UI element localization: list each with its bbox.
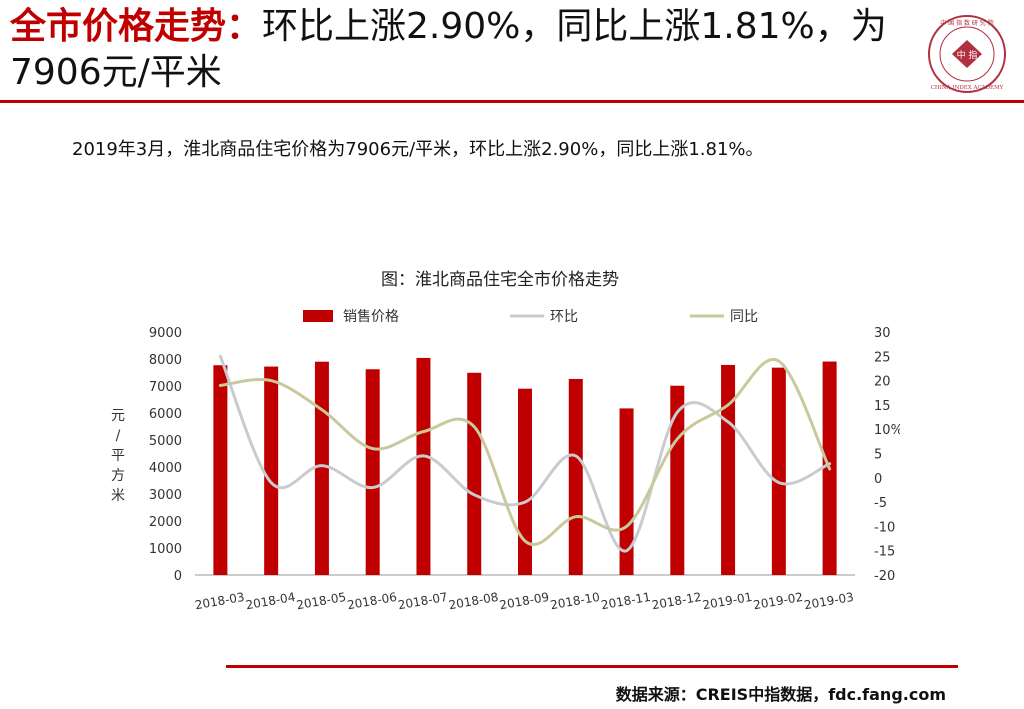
bar-2018-11 — [619, 408, 634, 575]
y-right-tick-label: -15 — [874, 545, 895, 560]
x-tick-label: 2018-10 — [549, 590, 601, 612]
china-index-academy-logo: 中 指 中 国 指 数 研 究 院 CHINA INDEX ACADEMY — [928, 15, 1006, 93]
bar-2018-05 — [314, 361, 329, 575]
y-left-tick-label: 9000 — [149, 326, 182, 341]
x-tick-label: 2018-09 — [498, 590, 550, 612]
y-right-tick-label: 15 — [874, 399, 891, 414]
bar-2019-02 — [771, 367, 786, 575]
x-tick-label: 2018-07 — [397, 590, 449, 612]
logo-inner-text: 中 指 — [957, 49, 978, 61]
y-left-tick-label: 7000 — [149, 380, 182, 395]
y-left-tick-label: 3000 — [149, 488, 182, 503]
chart-title: 图：淮北商品住宅全市价格走势 — [381, 270, 619, 290]
bar-2018-10 — [568, 378, 583, 575]
x-tick-label: 2018-05 — [295, 590, 347, 612]
slide-title-highlight: 全市价格走势： — [10, 6, 263, 47]
line-series-1 — [218, 357, 832, 546]
x-tick-label: 2018-06 — [346, 590, 398, 612]
y-left-tick-label: 5000 — [149, 434, 182, 449]
x-tick-label: 2018-12 — [651, 590, 703, 612]
x-tick-label: 2019-03 — [803, 590, 855, 612]
bar-2018-06 — [365, 369, 380, 575]
slide-title: 全市价格走势：环比上涨2.90%，同比上涨1.81%，为7906元/平米 — [10, 4, 890, 96]
y-right-tick-label: 30 — [874, 326, 891, 341]
bar-2018-09 — [518, 388, 532, 575]
y-right-tick-label: 0 — [874, 472, 882, 487]
x-tick-label: 2018-11 — [600, 590, 652, 612]
x-tick-label: 2019-01 — [701, 590, 753, 612]
title-divider — [0, 100, 1024, 103]
legend-label-0: 销售价格 — [343, 309, 399, 325]
line-series-0 — [218, 354, 832, 553]
y-left-tick-label: 0 — [174, 569, 182, 584]
logo-top-text: 中 国 指 数 研 究 院 — [940, 19, 993, 27]
y-right-tick-label: 5 — [874, 448, 882, 463]
y-right-tick-label: 10 — [874, 423, 891, 438]
y-right-tick-label: 20 — [874, 375, 891, 390]
bar-2018-08 — [467, 372, 482, 575]
x-tick-label: 2018-03 — [194, 590, 246, 612]
x-tick-label: 2019-02 — [752, 590, 804, 612]
x-tick-label: 2018-08 — [448, 590, 500, 612]
legend-swatch-0 — [303, 310, 333, 322]
y-right-tick-label: -5 — [874, 496, 887, 511]
bar-2018-03 — [213, 365, 228, 575]
data-source: 数据来源：CREIS中指数据，fdc.fang.com — [615, 685, 946, 704]
slide-title-text: 环比上涨2.90%，同比上涨1.81%，为7906元/平米 — [10, 6, 887, 93]
logo-ring-text: CHINA INDEX ACADEMY — [931, 85, 1004, 91]
y-left-tick-label: 6000 — [149, 407, 182, 422]
y-left-tick-label: 1000 — [149, 542, 182, 557]
legend-label-2: 同比 — [730, 309, 758, 325]
y-left-axis-label: 元/平方米 — [111, 408, 125, 504]
bar-2018-07 — [416, 357, 431, 575]
bar-2018-04 — [264, 366, 279, 575]
footer-divider — [226, 665, 958, 668]
y-right-tick-label: -20 — [874, 569, 895, 584]
y-left-tick-label: 8000 — [149, 353, 182, 368]
bar-2019-01 — [721, 364, 736, 575]
y-right-tick-label: 25 — [874, 350, 891, 365]
summary-text: 2019年3月，淮北商品住宅价格为7906元/平米，环比上涨2.90%，同比上涨… — [72, 139, 764, 160]
legend-label-1: 环比 — [550, 309, 578, 325]
y-left-tick-label: 2000 — [149, 515, 182, 530]
y-right-axis-label: % — [891, 423, 900, 438]
y-left-tick-label: 4000 — [149, 461, 182, 476]
y-right-tick-label: -10 — [874, 520, 895, 535]
x-tick-label: 2018-04 — [245, 590, 297, 612]
